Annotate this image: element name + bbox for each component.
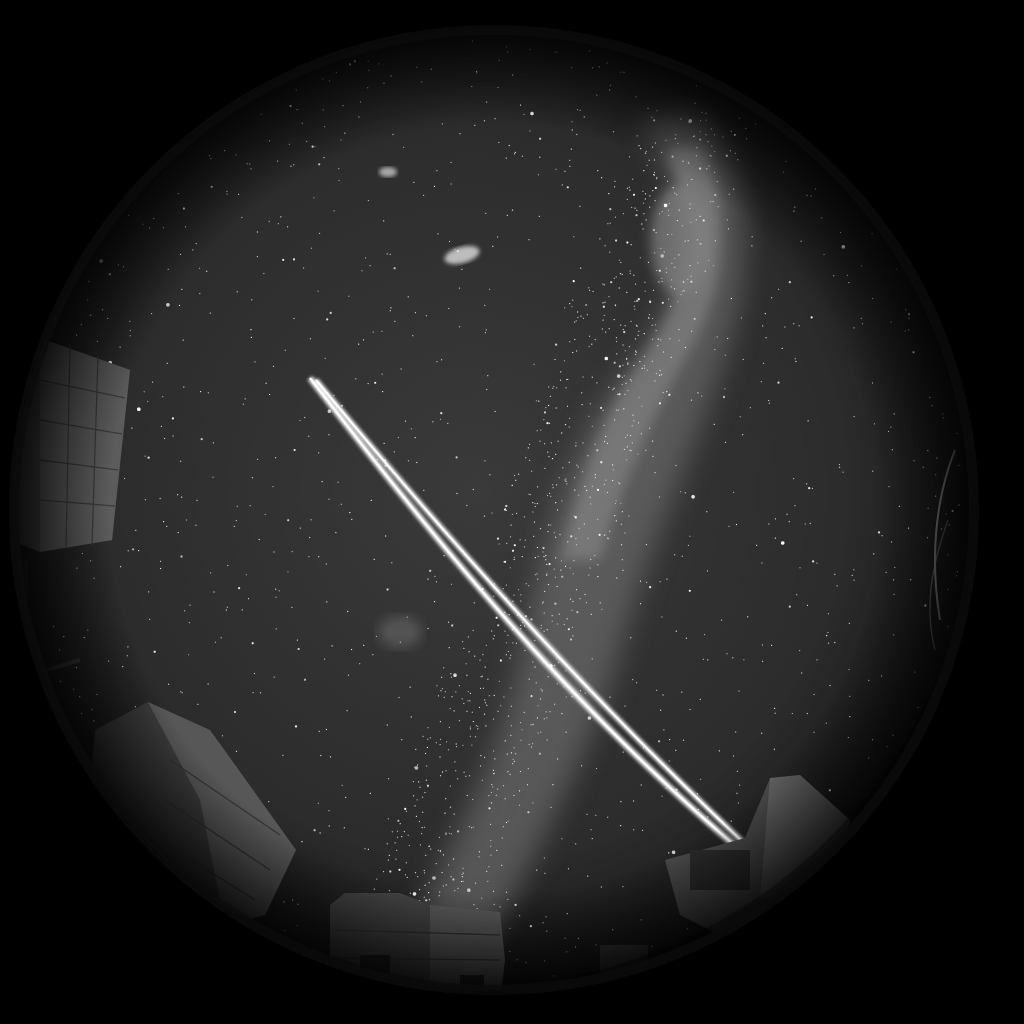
all-sky-camera-image (14, 30, 974, 990)
